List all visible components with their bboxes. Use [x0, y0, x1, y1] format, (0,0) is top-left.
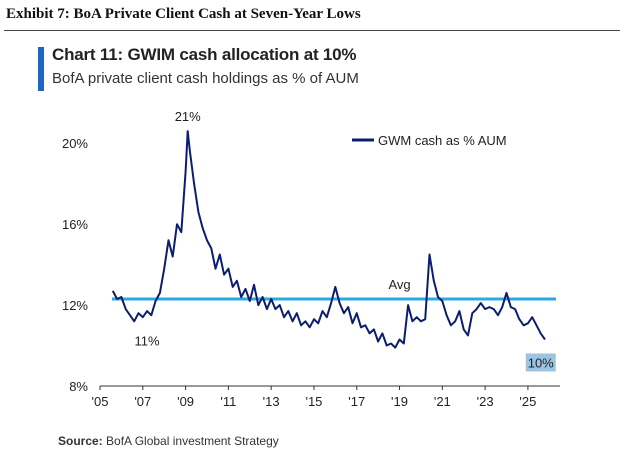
- annotation-label-2: Avg: [388, 277, 410, 292]
- annotation-label-1: 11%: [135, 333, 160, 348]
- chart-title: Chart 11: GWIM cash allocation at 10%: [52, 45, 357, 64]
- x-tick-label-8: '21: [434, 394, 451, 409]
- y-tick-label-3: 20%: [62, 136, 88, 151]
- annotation-label-0: 21%: [175, 109, 201, 124]
- y-tick-label-1: 12%: [62, 298, 88, 313]
- x-tick-label-1: '07: [134, 394, 151, 409]
- x-tick-label-3: '11: [220, 394, 236, 409]
- chart-subtitle: BofA private client cash holdings as % o…: [52, 70, 359, 87]
- x-tick-label-4: '13: [263, 394, 280, 409]
- exhibit-divider: [4, 30, 620, 31]
- exhibit-title: Exhibit 7: BoA Private Client Cash at Se…: [6, 6, 361, 22]
- title-accent-bar: [38, 47, 44, 91]
- annotation-label-3: 10%: [528, 355, 554, 370]
- source-note: Source: BofA Global investment Strategy: [58, 434, 279, 448]
- y-tick-label-0: 8%: [69, 379, 88, 394]
- x-tick-label-9: '23: [477, 394, 494, 409]
- y-tick-label-2: 16%: [62, 217, 88, 232]
- legend-label-gwm: GWM cash as % AUM: [378, 133, 507, 148]
- cash-series-line: [111, 130, 546, 349]
- x-tick-label-7: '19: [391, 394, 408, 409]
- source-label: Source:: [58, 434, 103, 448]
- x-tick-label-10: '25: [519, 394, 536, 409]
- x-tick-label-6: '17: [348, 394, 365, 409]
- label-box-3: [525, 353, 556, 372]
- source-text: BofA Global investment Strategy: [102, 434, 279, 448]
- x-tick-label-2: '09: [177, 394, 194, 409]
- x-tick-label-0: '05: [92, 394, 109, 409]
- x-tick-label-5: '15: [305, 394, 322, 409]
